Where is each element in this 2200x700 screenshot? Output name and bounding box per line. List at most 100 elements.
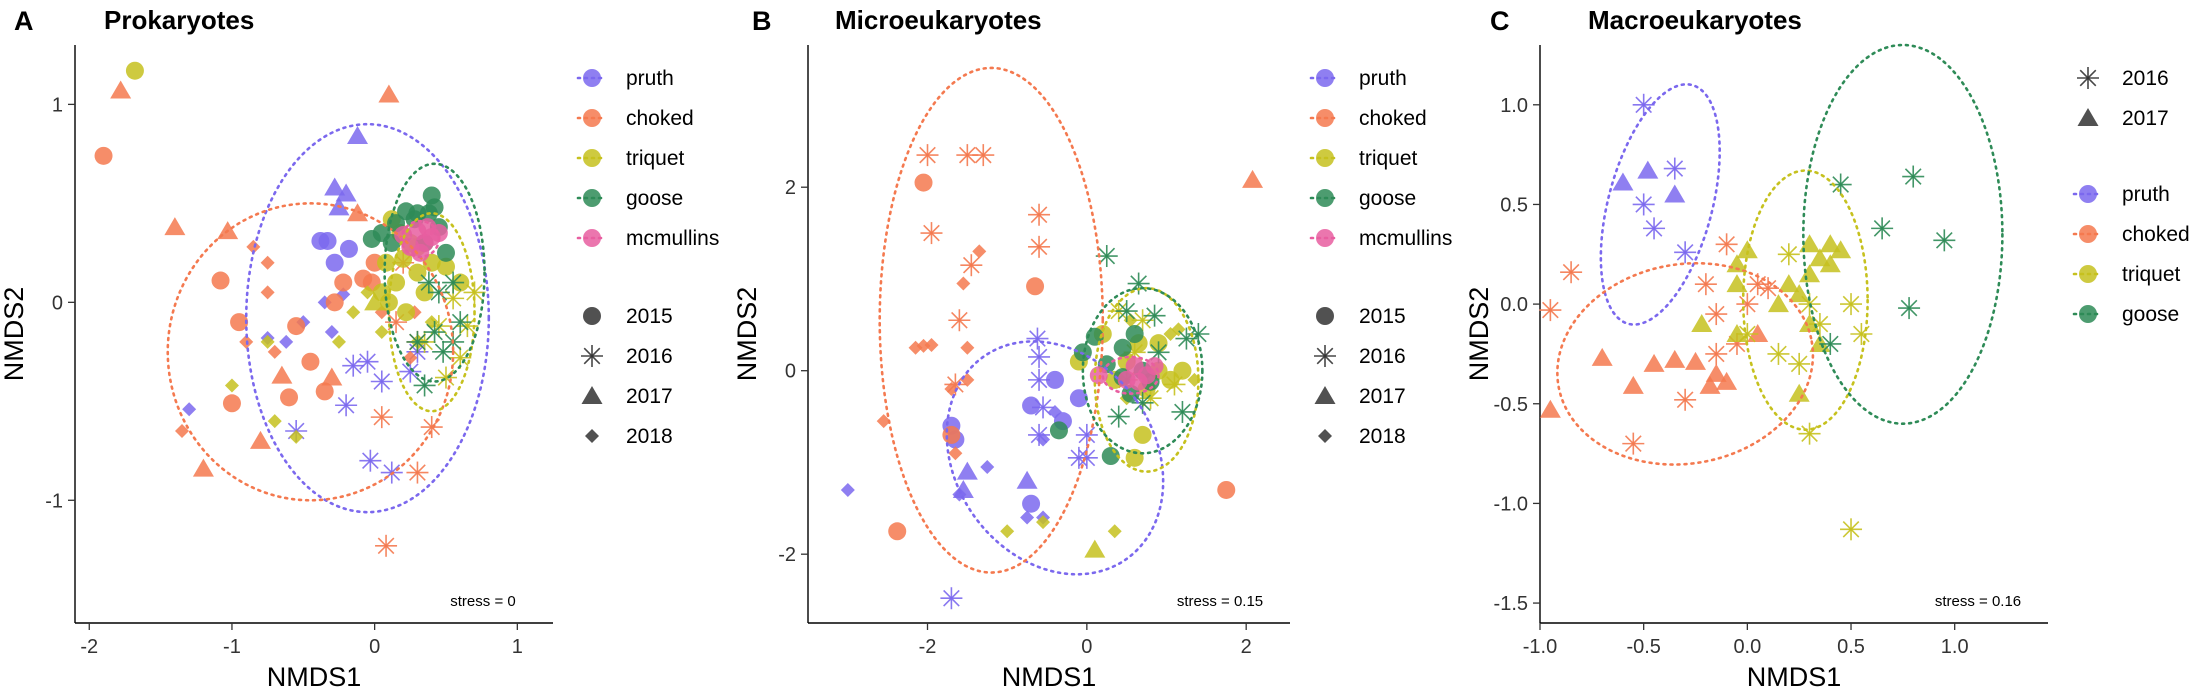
confidence-ellipse-pruth — [945, 340, 1165, 576]
data-point-triquet — [1788, 383, 1810, 402]
legend-item-goose: goose — [1309, 187, 1416, 210]
legend-item-pruth: pruth — [2072, 183, 2170, 206]
y-axis-title: NMDS2 — [732, 287, 762, 382]
star-stroke — [1739, 325, 1756, 343]
data-point-pruth — [318, 231, 337, 250]
data-point-choked — [1539, 399, 1561, 418]
data-point-goose — [1125, 325, 1144, 343]
star-stroke — [344, 357, 362, 375]
star-stroke — [1645, 220, 1663, 237]
data-point-choked — [1705, 303, 1728, 326]
data-point-pruth — [1045, 370, 1064, 389]
data-point-goose — [1898, 297, 1921, 320]
legend-item-goose: goose — [2072, 303, 2179, 326]
data-point-choked — [334, 273, 353, 292]
legend-marker — [2079, 185, 2097, 203]
legend-label: triquet — [2122, 263, 2181, 286]
star-stroke — [451, 349, 469, 367]
data-point-mcmullins — [418, 218, 437, 237]
data-point-choked — [888, 522, 907, 541]
legend-label: pruth — [2122, 183, 2170, 206]
x-tick-label: -1.0 — [1523, 636, 1557, 658]
data-point-pruth — [359, 449, 382, 472]
data-point-choked — [192, 458, 214, 477]
chart-panel-b: B Microeukaryotes -2 0 2 -2 0 2 NMDS1 NMDS2 stress… — [732, 5, 1452, 692]
data-point-choked — [1026, 277, 1045, 296]
legend-marker — [583, 109, 601, 127]
data-point-choked — [1685, 351, 1707, 370]
data-point-choked — [942, 425, 961, 444]
data-point-pruth — [940, 587, 963, 610]
legend-item-pruth: pruth — [576, 67, 674, 90]
legend-shape-marker — [2077, 67, 2099, 89]
data-point-pruth — [1028, 345, 1051, 368]
data-point-choked — [403, 350, 418, 365]
star-stroke — [974, 146, 992, 164]
data-point-triquet — [1767, 294, 1789, 313]
legend-label: 2017 — [626, 385, 673, 408]
x-axis-title: NMDS1 — [1002, 662, 1097, 692]
legend-label: choked — [1359, 107, 1427, 130]
data-point-choked — [249, 430, 271, 449]
star-stroke — [1900, 299, 1918, 317]
star-stroke — [583, 347, 601, 365]
legend-shape-marker — [1314, 345, 1336, 367]
data-point-triquet — [224, 378, 239, 393]
star-stroke — [1110, 408, 1128, 425]
legend-label: 2018 — [626, 425, 673, 448]
data-point-choked — [1705, 342, 1728, 365]
star-stroke — [1790, 355, 1808, 373]
data-point-triquet — [331, 334, 346, 349]
y-tick-label: 0.5 — [1500, 194, 1528, 216]
y-tick-label: 2 — [785, 177, 796, 199]
star-stroke — [923, 224, 940, 242]
data-point-pruth — [1026, 327, 1049, 350]
y-tick-label: 0 — [785, 361, 796, 383]
star-stroke — [1562, 263, 1580, 281]
data-point-goose — [1115, 300, 1138, 323]
legend-shape-marker — [2077, 108, 2099, 126]
confidence-ellipse-mcmullins — [1101, 355, 1160, 395]
data-point-pruth — [347, 126, 369, 145]
data-point-pruth — [1663, 157, 1686, 180]
data-point-triquet — [434, 366, 457, 389]
confidence-ellipse-triquet — [1741, 169, 1869, 431]
data-point-triquet — [1819, 254, 1841, 273]
panel-letter: A — [14, 6, 34, 36]
data-point-choked — [1591, 347, 1613, 366]
star-stroke — [1034, 399, 1052, 416]
y-tick-label: -0.5 — [1494, 394, 1528, 416]
star-stroke — [919, 146, 936, 164]
data-point-choked — [94, 146, 113, 165]
data-point-choked — [948, 446, 963, 461]
star-stroke — [1707, 345, 1725, 363]
legend-label: 2015 — [1359, 305, 1406, 328]
data-point-pruth — [1016, 470, 1038, 489]
data-point-choked — [260, 255, 275, 270]
x-tick-label: 0 — [369, 636, 380, 658]
confidence-ellipse-goose — [1802, 43, 2004, 425]
data-point-choked — [956, 276, 971, 291]
star-stroke — [1030, 371, 1048, 389]
data-point-triquet — [1819, 234, 1841, 253]
data-point-triquet — [1133, 425, 1152, 444]
data-point-mcmullins — [411, 243, 430, 262]
star-stroke — [1811, 315, 1829, 333]
data-point-pruth — [1632, 193, 1655, 216]
star-stroke — [1030, 206, 1048, 224]
star-stroke — [1718, 235, 1735, 253]
y-tick-label: 0.0 — [1500, 294, 1528, 316]
y-tick-label: 0 — [52, 292, 63, 314]
y-axis-title: NMDS2 — [1464, 287, 1494, 382]
x-tick-label: -1 — [223, 636, 241, 658]
legend: pruth choked triquet goose mcmullins 2015 2016… — [576, 67, 719, 448]
chart-title: Prokaryotes — [104, 5, 254, 35]
star-stroke — [1166, 376, 1183, 393]
data-point-choked — [1747, 324, 1769, 342]
legend-item-pruth: pruth — [1309, 67, 1407, 90]
star-stroke — [1130, 275, 1147, 292]
data-point-goose — [425, 198, 444, 217]
star-stroke — [377, 537, 395, 555]
star-stroke — [359, 353, 376, 371]
legend-item-mcmullins: mcmullins — [1309, 227, 1452, 250]
